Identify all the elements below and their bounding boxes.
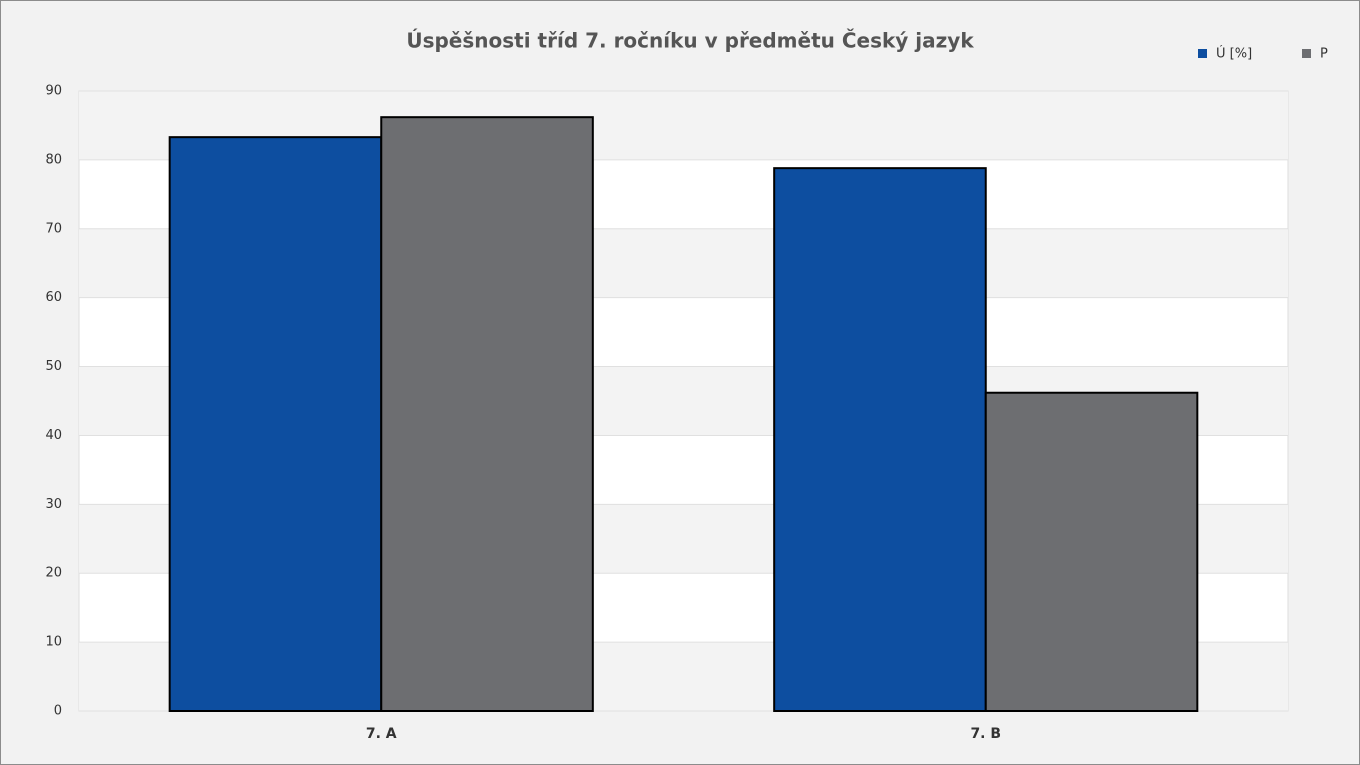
legend-swatch (1302, 49, 1311, 58)
y-tick-label: 80 (45, 152, 62, 167)
legend-label: P (1320, 47, 1328, 62)
x-tick-label: 7. B (970, 726, 1001, 742)
legend-swatch (1198, 49, 1207, 58)
x-tick-label: 7. A (366, 726, 397, 742)
bar (380, 116, 594, 712)
legend-label: Ú [%] (1216, 46, 1252, 62)
y-tick-label: 60 (45, 290, 62, 305)
y-tick-label: 40 (45, 428, 62, 443)
bar (168, 136, 383, 712)
y-tick-label: 70 (45, 221, 62, 236)
y-tick-label: 90 (45, 84, 62, 99)
y-tick-label: 10 (45, 635, 62, 650)
y-tick-label: 20 (45, 566, 62, 581)
y-tick-label: 30 (45, 497, 62, 512)
bar (773, 167, 987, 712)
y-tick-label: 0 (54, 704, 62, 719)
chart-title: Úspěšnosti tříd 7. ročníku v předmětu Če… (406, 29, 974, 53)
y-tick-label: 50 (45, 359, 62, 374)
bar (984, 391, 1199, 712)
